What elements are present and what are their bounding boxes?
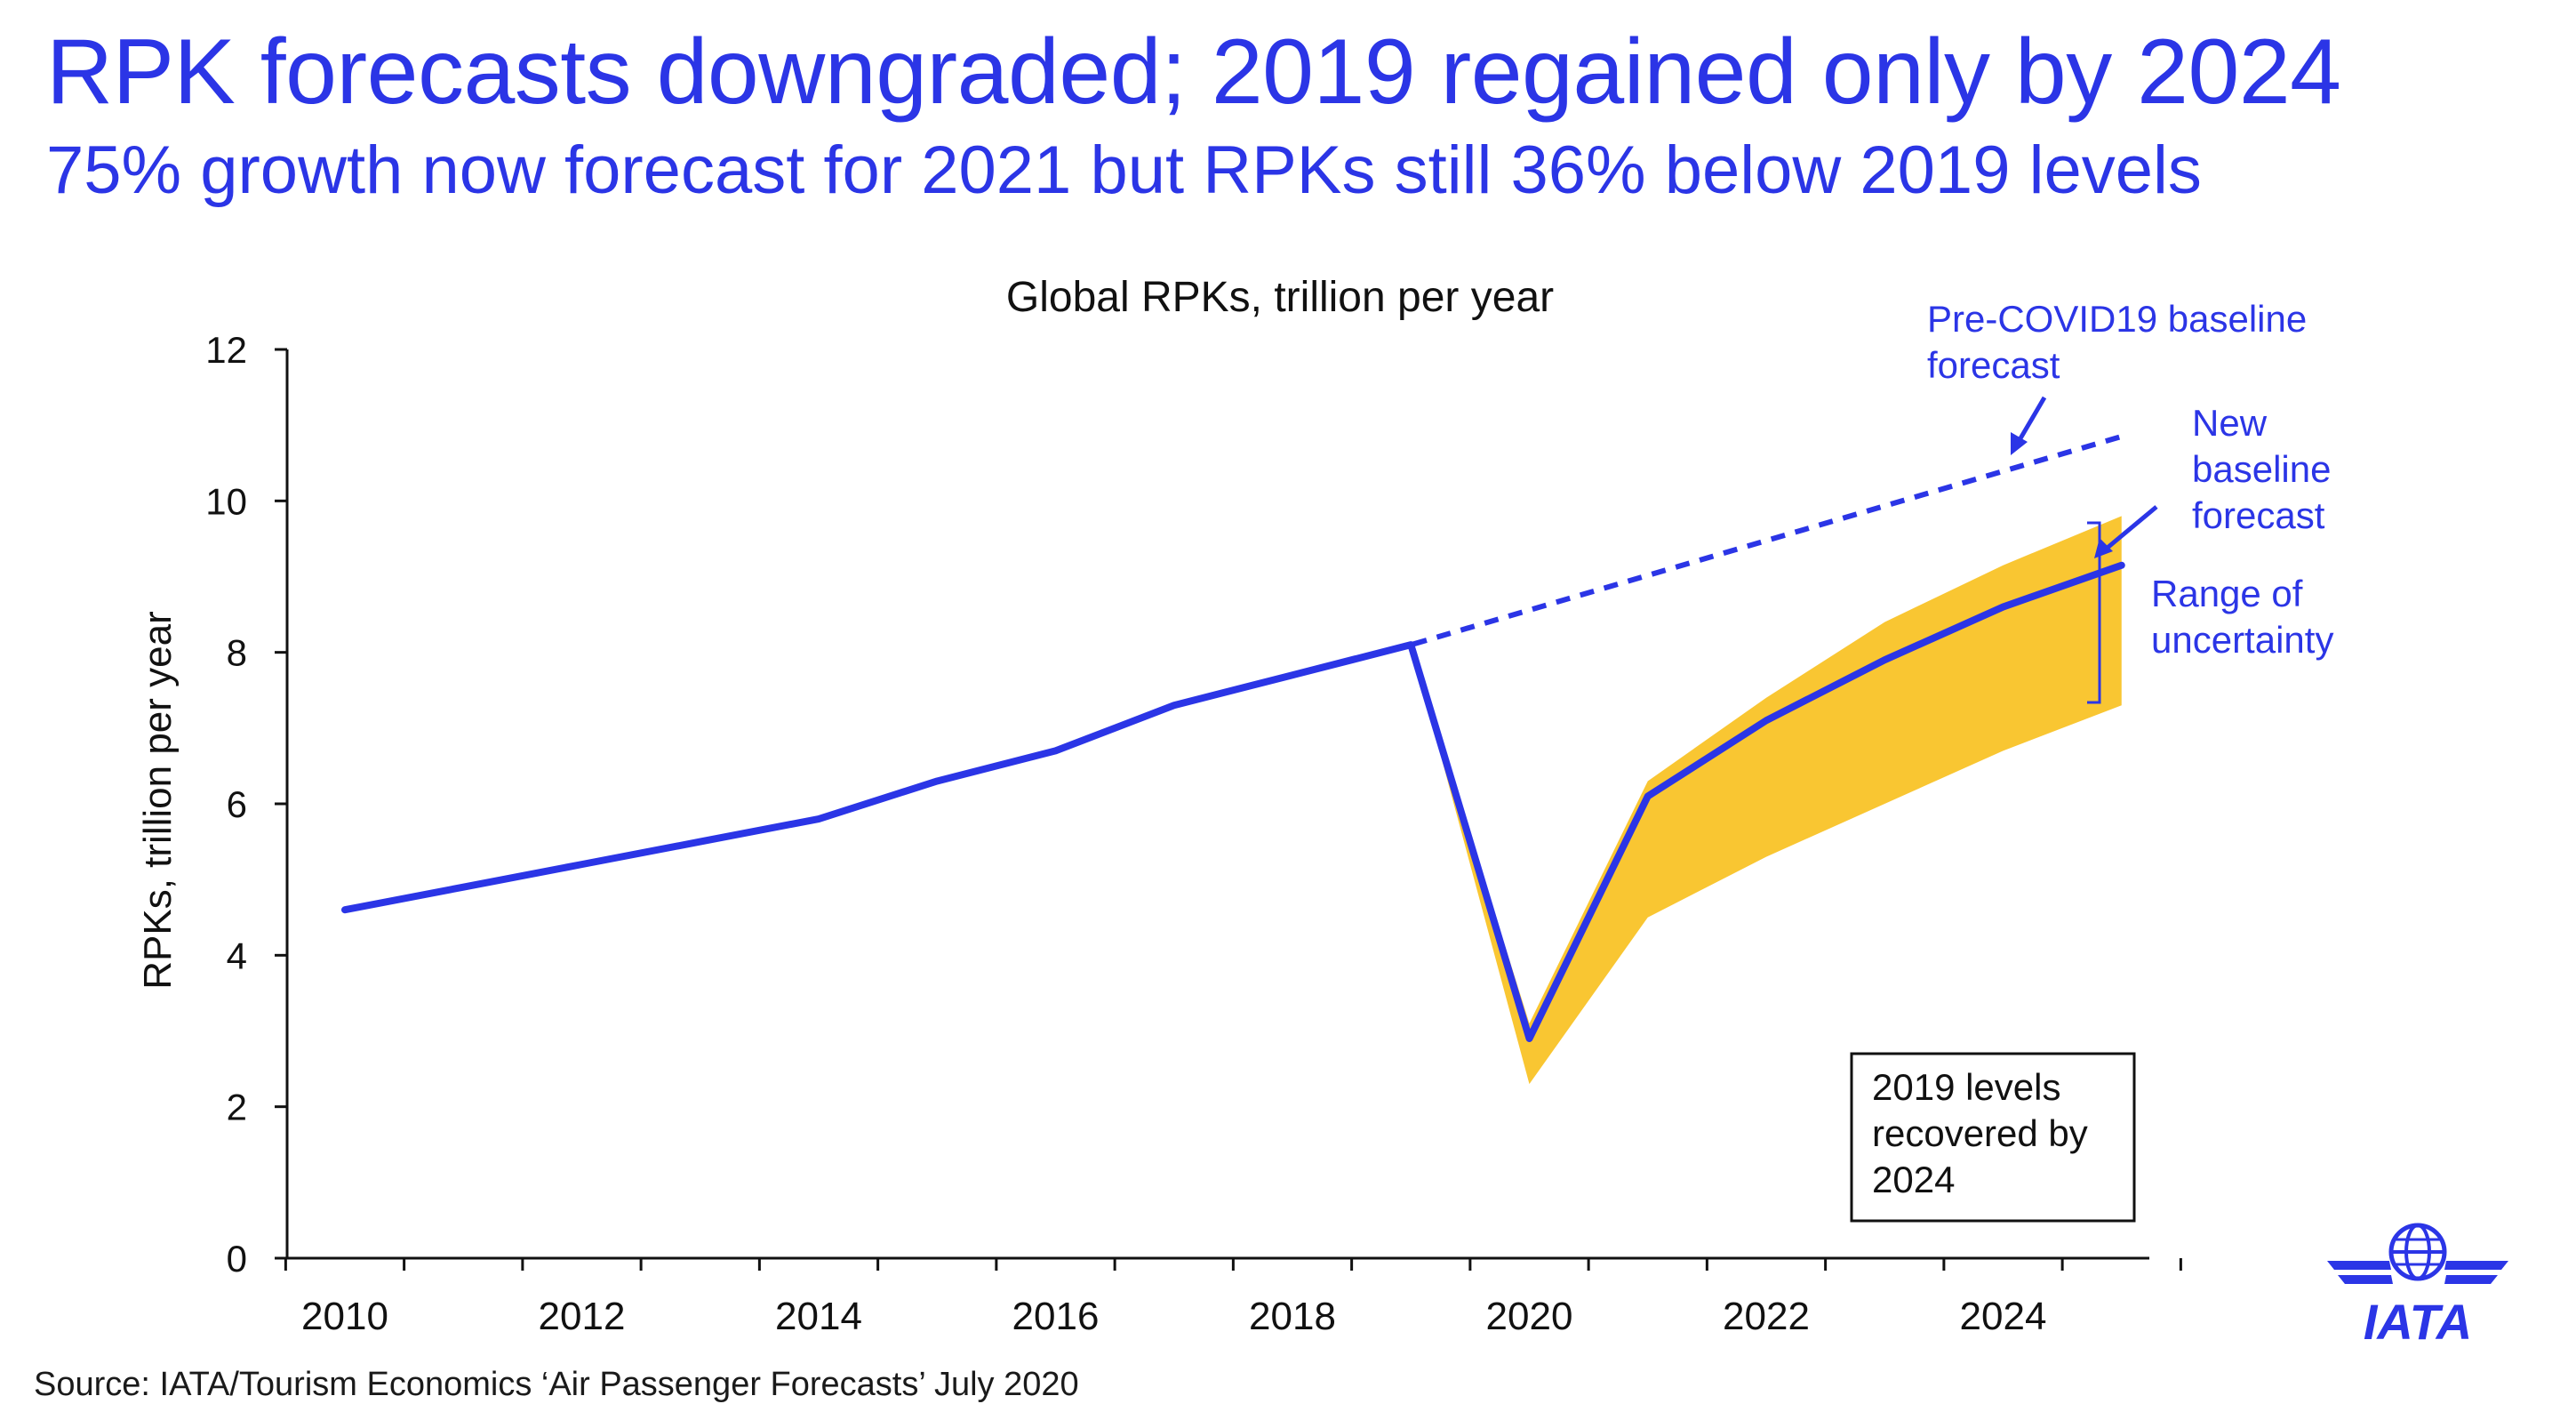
y-tick-label: 4 [227,935,247,976]
chart-title: Global RPKs, trillion per year [1006,274,1554,321]
range-label-line2: uncertainty [2151,619,2333,661]
recovery-box-frame [1850,1052,2136,1223]
range-annotation: Range of uncertainty [2087,521,2333,704]
new-baseline-label-line1: New [2192,402,2268,444]
page-subtitle: 75% growth now forecast for 2021 but RPK… [46,132,2202,208]
x-tick-label: 2010 [301,1295,388,1338]
recovery-box-line3: 2024 [1872,1159,1955,1200]
pre-covid-annotation: Pre-COVID19 baseline forecast [1927,298,2307,455]
range-bracket [2087,521,2101,704]
pre-covid-label-line1: Pre-COVID19 baseline [1927,298,2307,340]
globe-icon [2388,1223,2447,1281]
new-baseline-label-line2: baseline [2192,448,2331,490]
source-note: Source: IATA/Tourism Economics ‘Air Pass… [34,1366,1079,1403]
x-tick-label: 2016 [1012,1295,1100,1338]
iata-logo-text: IATA [2364,1294,2472,1350]
x-tick-label: 2012 [539,1295,626,1338]
y-tick-label: 6 [227,783,247,825]
y-tick-label: 2 [227,1087,247,1128]
x-tick-label: 2018 [1249,1295,1336,1338]
range-label-line1: Range of [2151,573,2303,614]
page-title: RPK forecasts downgraded; 2019 regained … [46,20,2341,124]
x-tick-label: 2024 [1960,1295,2047,1338]
recovery-box-line2: recovered by [1872,1112,2088,1154]
y-tick-label: 0 [227,1238,247,1280]
new-baseline-line [341,561,2125,1043]
wings-icon [2327,1261,2508,1284]
iata-logo: IATA [2327,1223,2508,1350]
x-tick-label: 2020 [1486,1295,1573,1338]
new-baseline-label-line3: forecast [2192,494,2325,536]
new-baseline-annotation: New baseline forecast [2094,402,2331,558]
pre-covid-label-line2: forecast [1927,344,2060,386]
y-tick-label: 10 [205,480,247,522]
x-tick-label: 2022 [1723,1295,1810,1338]
y-tick-label: 12 [205,329,247,371]
y-axis-label: RPKs, trillion per year [136,611,180,989]
uncertainty-band [1411,516,2122,1085]
recovery-box-line1: 2019 levels [1872,1066,2060,1108]
pre-covid-arrowhead [2011,432,2028,455]
x-tick-label: 2014 [775,1295,862,1338]
recovery-box: 2019 levels recovered by 2024 [1850,1052,2136,1223]
new-baseline-arrow [2101,505,2158,553]
y-tick-label: 8 [227,632,247,674]
